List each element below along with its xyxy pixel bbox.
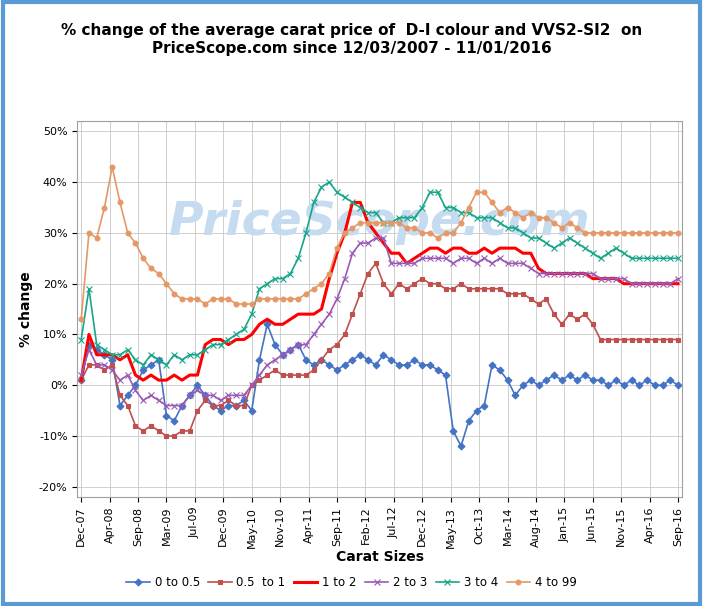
0.5  to 1	[77, 376, 86, 384]
2 to 3	[519, 260, 527, 267]
0 to 0.5	[457, 442, 465, 450]
0.5  to 1	[395, 280, 404, 287]
0.5  to 1	[116, 391, 124, 399]
2 to 3	[673, 275, 682, 282]
2 to 3	[340, 275, 349, 282]
4 to 99	[108, 163, 117, 170]
4 to 99	[186, 295, 194, 302]
3 to 4	[139, 361, 148, 368]
1 to 2	[178, 376, 186, 384]
1 to 2	[387, 250, 396, 257]
0 to 0.5	[77, 376, 86, 384]
Line: 0 to 0.5: 0 to 0.5	[79, 322, 681, 448]
Text: PriceScope.com: PriceScope.com	[169, 200, 590, 245]
Text: % change of the average carat price of  D-I colour and VVS2-SI2  on
PriceScope.c: % change of the average carat price of D…	[61, 23, 642, 56]
4 to 99	[387, 219, 396, 227]
X-axis label: Carat Sizes: Carat Sizes	[335, 550, 424, 564]
3 to 4	[325, 179, 333, 186]
1 to 2	[116, 356, 124, 364]
Line: 0.5  to 1: 0.5 to 1	[79, 261, 681, 438]
0.5  to 1	[673, 336, 682, 343]
0 to 0.5	[673, 382, 682, 389]
0 to 0.5	[263, 321, 271, 328]
1 to 2	[511, 244, 520, 251]
1 to 2	[333, 250, 341, 257]
0 to 0.5	[387, 356, 396, 364]
1 to 2	[348, 199, 356, 206]
3 to 4	[673, 255, 682, 262]
4 to 99	[124, 229, 132, 236]
2 to 3	[371, 235, 380, 242]
0 to 0.5	[116, 402, 124, 409]
0 to 0.5	[278, 351, 287, 358]
0 to 0.5	[519, 382, 527, 389]
3 to 4	[395, 214, 404, 221]
0.5  to 1	[278, 371, 287, 379]
2 to 3	[162, 402, 171, 409]
Line: 1 to 2: 1 to 2	[82, 202, 678, 380]
1 to 2	[271, 321, 279, 328]
Line: 3 to 4: 3 to 4	[79, 179, 681, 368]
4 to 99	[340, 229, 349, 236]
Y-axis label: % change: % change	[19, 271, 33, 347]
0.5  to 1	[186, 427, 194, 435]
3 to 4	[116, 351, 124, 358]
2 to 3	[77, 371, 86, 379]
3 to 4	[77, 336, 86, 343]
0.5  to 1	[519, 290, 527, 298]
4 to 99	[673, 229, 682, 236]
1 to 2	[673, 280, 682, 287]
4 to 99	[278, 295, 287, 302]
1 to 2	[77, 376, 86, 384]
2 to 3	[186, 391, 194, 399]
4 to 99	[77, 316, 86, 323]
0.5  to 1	[162, 432, 171, 439]
Legend: 0 to 0.5, 0.5  to 1, 1 to 2, 2 to 3, 3 to 4, 4 to 99: 0 to 0.5, 0.5 to 1, 1 to 2, 2 to 3, 3 to…	[122, 571, 581, 594]
2 to 3	[395, 260, 404, 267]
3 to 4	[519, 229, 527, 236]
Line: 2 to 3: 2 to 3	[79, 235, 681, 408]
0 to 0.5	[340, 361, 349, 368]
3 to 4	[278, 275, 287, 282]
4 to 99	[511, 209, 520, 216]
3 to 4	[348, 199, 356, 206]
3 to 4	[186, 351, 194, 358]
Line: 4 to 99: 4 to 99	[79, 164, 681, 322]
0.5  to 1	[371, 260, 380, 267]
0 to 0.5	[178, 402, 186, 409]
0.5  to 1	[340, 331, 349, 338]
2 to 3	[278, 351, 287, 358]
2 to 3	[116, 376, 124, 384]
